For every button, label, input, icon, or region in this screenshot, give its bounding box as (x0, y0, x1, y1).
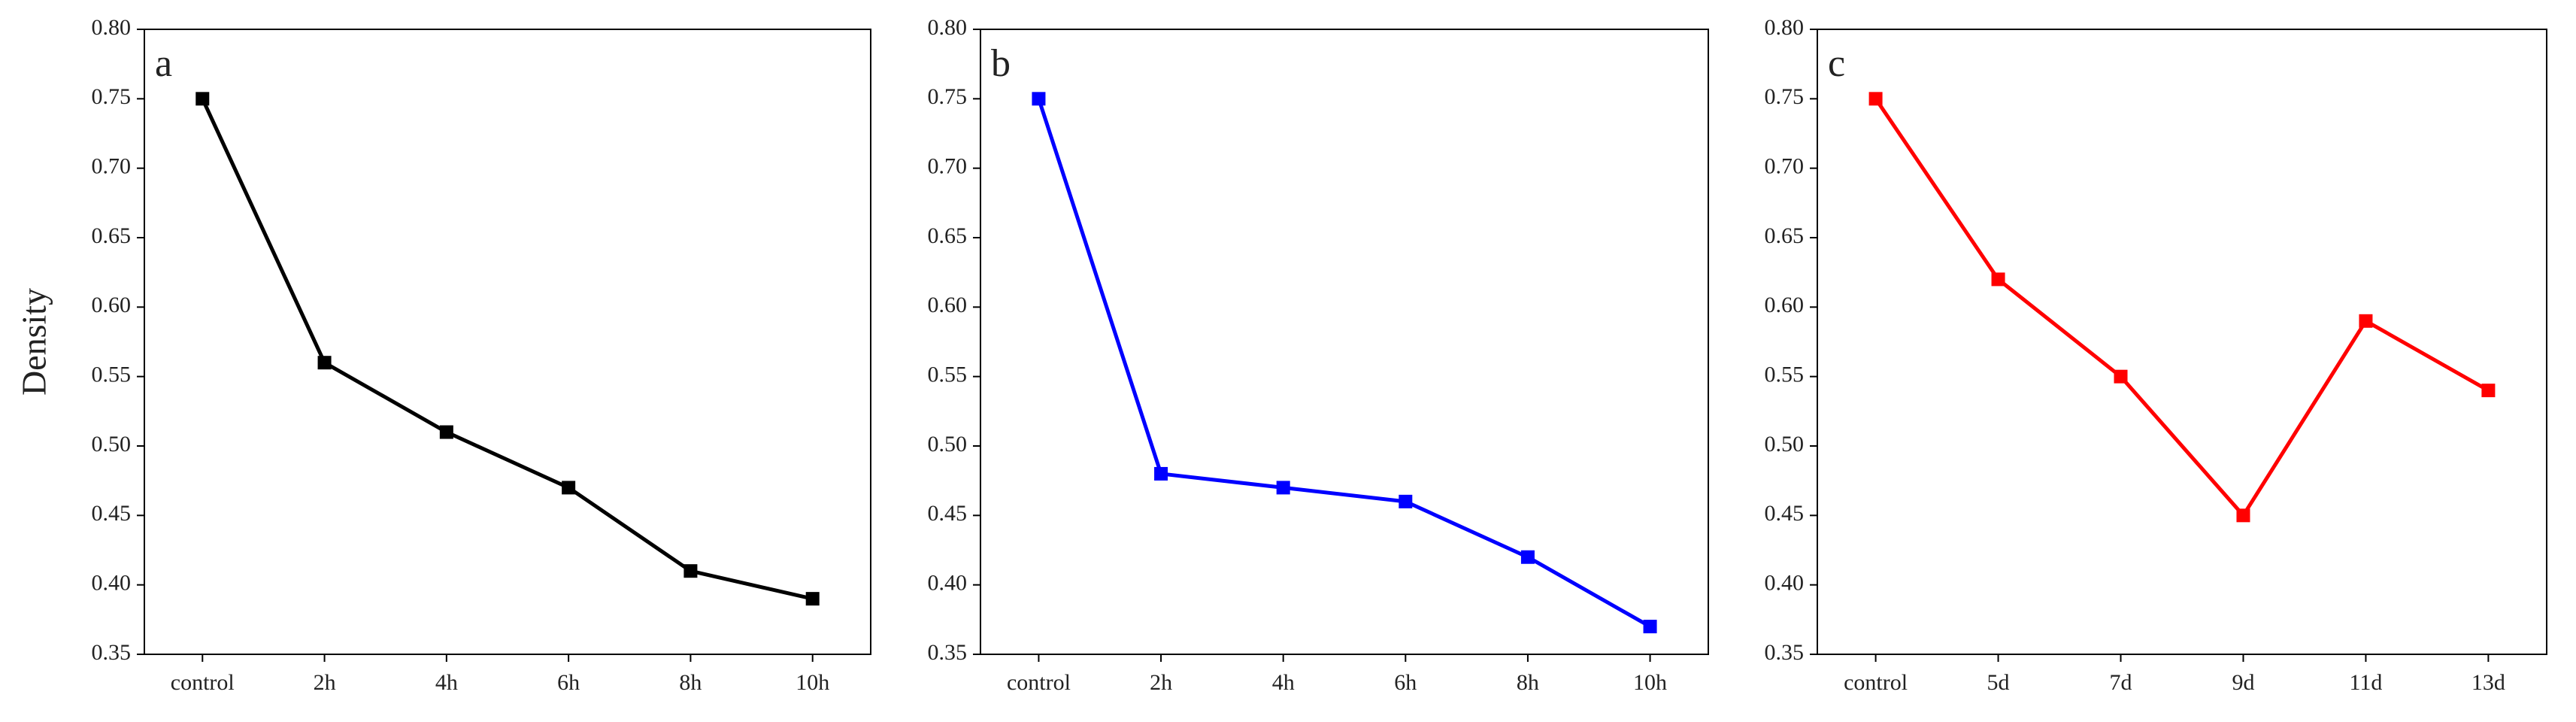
x-tick-label: 8h (1517, 670, 1539, 695)
y-tick-label: 0.50 (928, 432, 968, 457)
marker (683, 564, 698, 578)
plot-frame (1817, 29, 2547, 655)
data-line (201, 98, 814, 601)
marker (1520, 550, 1535, 564)
y-tick-label: 0.40 (92, 571, 132, 596)
y-axis-label: Density (15, 288, 53, 396)
y-tick-label: 0.75 (1765, 84, 1805, 109)
y-tick-label: 0.60 (928, 293, 968, 317)
panel-label: b (991, 42, 1011, 85)
x-tick-label: 4h (1272, 670, 1295, 695)
marker (805, 592, 820, 606)
x-tick-label: 2h (314, 670, 336, 695)
marker (2236, 508, 2250, 523)
y-tick-label: 0.70 (928, 154, 968, 179)
x-tick-label: 6h (557, 670, 580, 695)
y-tick-label: 0.50 (92, 432, 132, 457)
y-tick-label: 0.75 (92, 84, 132, 109)
marker (1032, 92, 1046, 106)
marker (1276, 481, 1290, 495)
y-tick-label: 0.70 (92, 154, 132, 179)
x-tick-label: 13d (2471, 670, 2505, 695)
x-tick-label: 9d (2232, 670, 2254, 695)
plot-frame (144, 29, 871, 655)
data-line (1037, 98, 1651, 629)
y-tick-label: 0.65 (928, 223, 968, 248)
x-tick-label: 10h (796, 670, 829, 695)
y-tick-label: 0.70 (1765, 154, 1805, 179)
marker (195, 92, 210, 106)
y-tick-label: 0.60 (1765, 293, 1805, 317)
x-tick-label: control (1844, 670, 1908, 695)
y-tick-label: 0.45 (1765, 501, 1805, 526)
x-tick-label: 8h (679, 670, 702, 695)
marker (1643, 620, 1657, 634)
panel-label: c (1828, 42, 1845, 85)
y-tick-label: 0.75 (928, 84, 968, 109)
y-tick-label: 0.35 (1765, 640, 1805, 665)
plot-frame (980, 29, 1709, 655)
y-tick-label: 0.80 (92, 15, 132, 40)
x-tick-label: 5d (1987, 670, 2010, 695)
y-tick-label: 0.65 (92, 223, 132, 248)
y-tick-label: 0.55 (1765, 363, 1805, 387)
marker (1154, 466, 1168, 481)
marker (1991, 272, 2005, 287)
x-tick-label: 4h (435, 670, 458, 695)
panel-label: a (155, 42, 172, 85)
y-tick-label: 0.65 (1765, 223, 1805, 248)
y-tick-label: 0.35 (92, 640, 132, 665)
y-tick-label: 0.80 (928, 15, 968, 40)
x-tick-label: 2h (1150, 670, 1172, 695)
y-tick-label: 0.40 (928, 571, 968, 596)
marker (1868, 92, 1883, 106)
marker (2114, 369, 2128, 384)
x-tick-label: control (171, 670, 235, 695)
marker (439, 425, 453, 439)
y-tick-label: 0.50 (1765, 432, 1805, 457)
y-tick-label: 0.55 (92, 363, 132, 387)
marker (2359, 314, 2373, 328)
x-tick-label: control (1007, 670, 1071, 695)
y-tick-label: 0.55 (928, 363, 968, 387)
x-tick-label: 10h (1633, 670, 1667, 695)
marker (2481, 384, 2496, 398)
data-line (1874, 97, 2490, 517)
y-tick-label: 0.45 (92, 501, 132, 526)
marker (317, 356, 332, 370)
marker (1399, 494, 1413, 508)
y-tick-label: 0.45 (928, 501, 968, 526)
y-tick-label: 0.80 (1765, 15, 1805, 40)
x-tick-label: 6h (1394, 670, 1417, 695)
y-tick-label: 0.35 (928, 640, 968, 665)
x-tick-label: 11d (2349, 670, 2382, 695)
x-tick-label: 7d (2110, 670, 2132, 695)
marker (562, 481, 576, 495)
y-tick-label: 0.40 (1765, 571, 1805, 596)
y-tick-label: 0.60 (92, 293, 132, 317)
